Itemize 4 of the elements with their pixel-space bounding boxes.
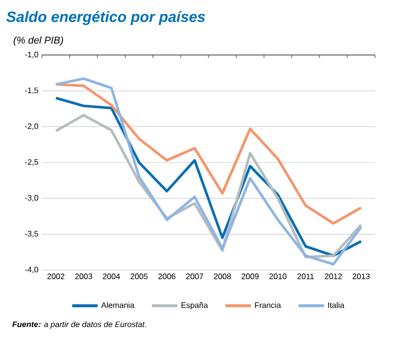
line-series [54, 83, 362, 225]
line-series [54, 77, 362, 266]
chart-title: Saldo energético por países [6, 10, 205, 26]
chart-subtitle: (% del PIB) [14, 36, 63, 46]
